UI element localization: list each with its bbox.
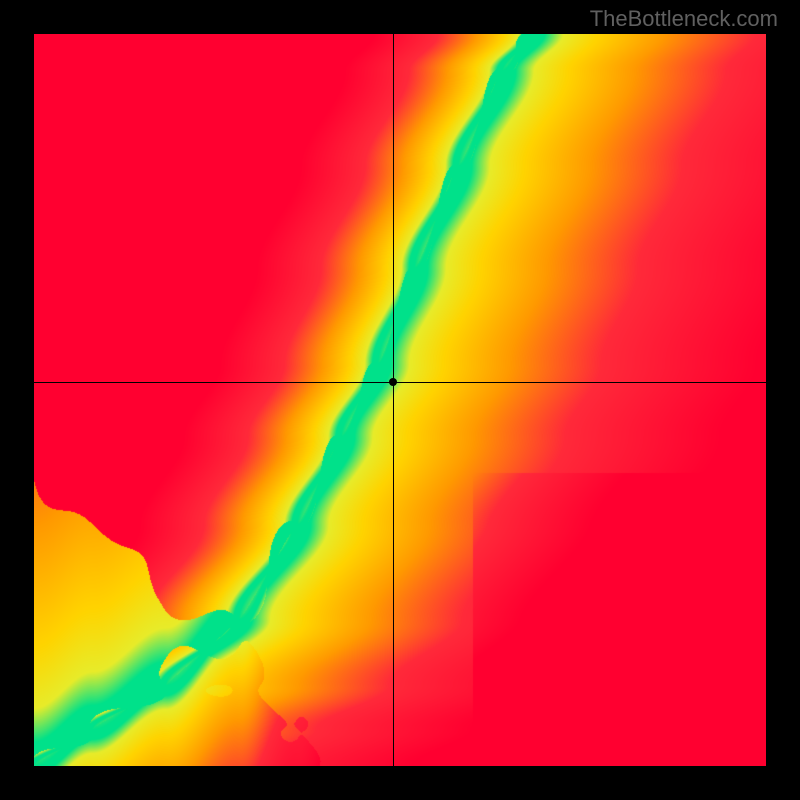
crosshair-marker [389,378,397,386]
crosshair-horizontal [34,382,766,383]
crosshair-vertical [393,34,394,766]
watermark-text: TheBottleneck.com [590,6,778,32]
heatmap-canvas [34,34,766,766]
plot-area [34,34,766,766]
